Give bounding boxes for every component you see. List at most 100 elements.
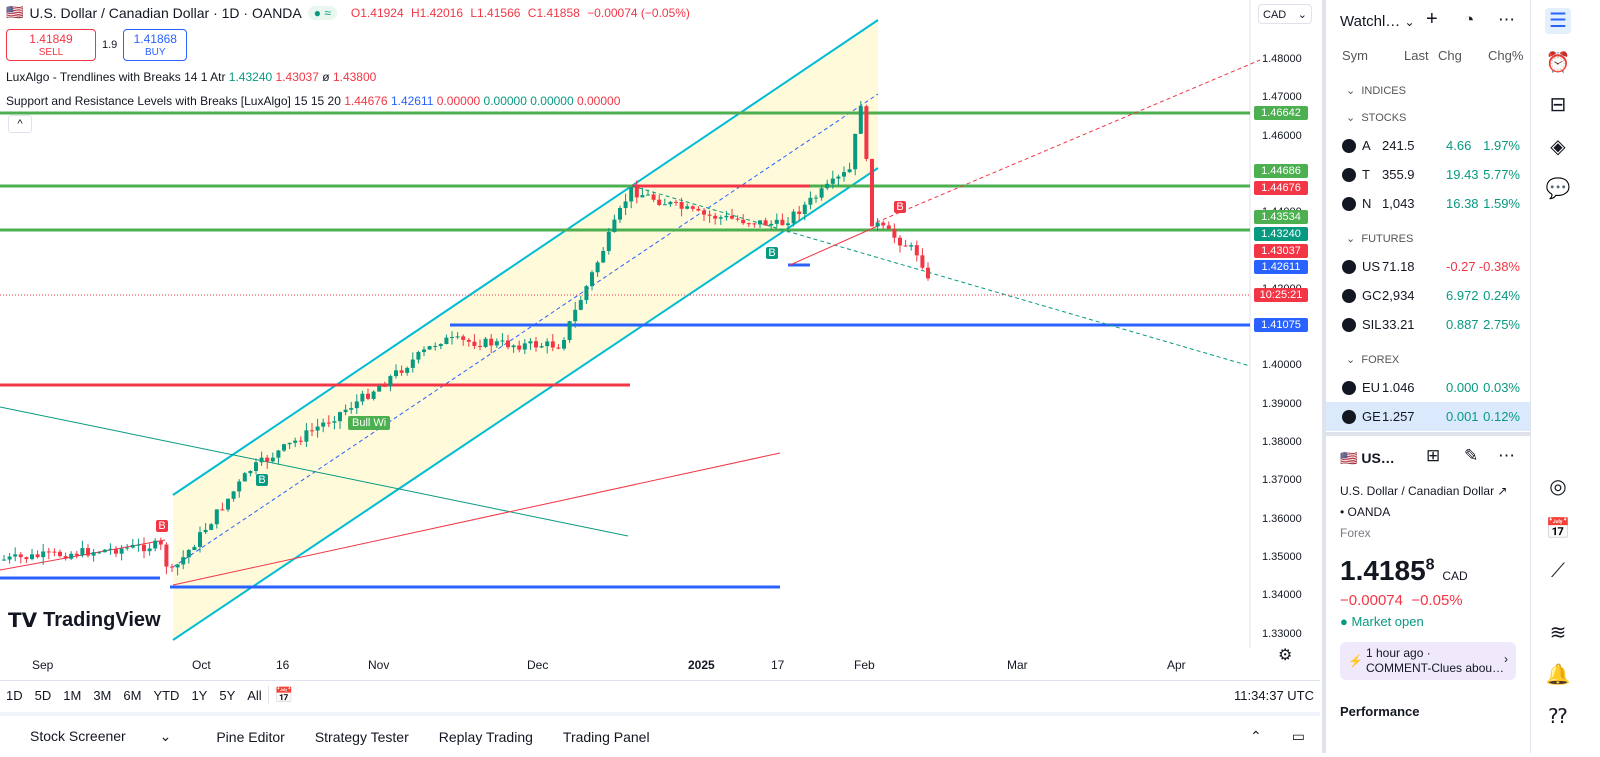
tab-stock-screener[interactable]: Stock Screener ⌄ [30,728,172,744]
watchlist-row[interactable]: GC 2,934 6.972 0.24% [1326,281,1534,310]
chevron-up-icon[interactable]: ⌃ [1250,728,1262,744]
candle-body [444,337,449,345]
watchlist-row[interactable]: N 1,043 16.38 1.59% [1326,189,1534,218]
range-ytd[interactable]: YTD [153,687,180,703]
watchlist-row[interactable]: T 355.9 19.43 5.77% [1326,160,1534,189]
tab-strategy-tester[interactable]: Strategy Tester [314,728,409,745]
range-1m[interactable]: 1M [63,687,82,703]
candle-body [80,548,85,556]
col-sym[interactable]: Sym [1342,48,1368,63]
candle-body [74,553,79,556]
chat-icon[interactable]: 💬 [1545,178,1571,200]
candle-body [203,529,208,533]
watchlist-row[interactable]: EU 1.046 0.000 0.03% [1326,373,1534,402]
indicator-legend-2[interactable]: Support and Resistance Levels with Break… [6,94,620,108]
candle-body [875,222,880,227]
candle-body [366,393,370,399]
candle-body [18,554,23,558]
candle-body [668,201,673,205]
watchlist-row[interactable]: A 241.5 4.66 1.97% [1326,131,1534,160]
candle-body [674,201,678,203]
layers-icon[interactable]: ◈ [1550,136,1566,158]
details-name[interactable]: U.S. Dollar / Canadian Dollar ↗ [1340,484,1508,498]
buy-marker: B [256,474,268,486]
target-icon[interactable]: ◎ [1549,476,1567,498]
range-5y[interactable]: 5Y [219,687,236,703]
candle-body [102,549,107,553]
sell-button[interactable]: 1.41849 SELL [6,29,96,61]
range-1d[interactable]: 1D [6,687,23,703]
notifications-icon[interactable]: 🔔 [1545,664,1571,686]
candle-body [91,552,96,556]
more-icon[interactable]: ⋯ [1498,10,1515,29]
pine-icon[interactable]: ⟋ [1551,560,1565,582]
alerts-icon[interactable]: ⏰ [1545,52,1571,74]
candle-body [629,187,634,202]
candle-body [758,220,762,225]
chart-svg[interactable] [0,0,1320,680]
data-window-icon[interactable]: ⊟ [1549,94,1567,116]
signal-icon[interactable]: ≋ [1549,622,1567,644]
news-card[interactable]: ⚡ 1 hour ago · COMMENT-Clues abou… › [1340,642,1516,680]
alert-clock-icon[interactable]: ◔ [1464,10,1475,29]
candle-body [578,300,583,310]
candle-body [830,178,835,184]
section-forex[interactable]: ⌄ FOREX [1346,354,1400,366]
section-futures[interactable]: ⌄ FUTURES [1346,233,1414,245]
watchlist-row[interactable]: GE 1.257 0.001 0.12% [1326,402,1534,431]
wl-last: 355.9 [1382,167,1415,182]
symbol-title[interactable]: U.S. Dollar / Canadian Dollar · 1D · OAN… [29,4,302,21]
chart-area[interactable]: 1.480001.470001.460001.450001.440001.430… [0,0,1320,680]
date-range-icon[interactable]: 📅 [267,686,300,704]
tab-replay-trading[interactable]: Replay Trading [438,728,533,745]
candle-body [651,194,656,200]
range-all[interactable]: All [247,687,262,703]
utc-clock[interactable]: 11:34:37 UTC [1234,687,1314,703]
help-icon[interactable]: ⁇ [1548,706,1568,728]
candle-body [220,509,225,511]
range-3m[interactable]: 3M [93,687,112,703]
details-symbol[interactable]: 🇺🇸 US… [1340,450,1395,466]
candle-body [41,551,46,558]
more-icon[interactable]: ⋯ [1498,446,1515,465]
edit-icon[interactable]: ✎ [1464,446,1479,465]
tab-pine-editor[interactable]: Pine Editor [216,728,285,745]
details-broker: • OANDA [1340,505,1391,519]
watchlist-row[interactable]: SIL 33.21 0.887 2.75% [1326,310,1534,339]
section-indices[interactable]: ⌄ INDICES [1346,85,1406,97]
candle-body [763,220,768,226]
watchlist-row[interactable]: US 71.18 -0.27 -0.38% [1326,252,1534,281]
grid-icon[interactable]: ⊞ [1426,446,1441,465]
range-5d[interactable]: 5D [34,687,52,703]
candle-body [741,219,746,224]
col-last[interactable]: Last [1404,48,1429,63]
buy-button[interactable]: 1.41868 BUY [123,29,188,61]
currency-select[interactable]: CAD ⌄ [1258,4,1312,24]
price-tick: 1.37000 [1262,474,1302,487]
candle-body [170,566,174,568]
wl-pct: -0.38% [1478,259,1520,274]
ohlc-open: O1.41924 [350,5,404,20]
add-symbol-icon[interactable]: + [1426,8,1438,30]
candle-body [842,172,846,177]
market-status[interactable]: ● Market open [1340,614,1424,629]
watchlist-title[interactable]: Watchl… ⌄ [1340,13,1415,30]
settings-icon[interactable]: ⚙ [1278,647,1293,664]
wl-chg: 19.43 [1446,167,1479,182]
maximize-icon[interactable]: ▭ [1291,728,1305,744]
indicator-legend-1[interactable]: LuxAlgo - Trendlines with Breaks 14 1 At… [6,70,376,84]
watchlist-icon[interactable]: ☰ [1545,8,1571,34]
candle-body [349,408,354,410]
range-1y[interactable]: 1Y [191,687,208,703]
section-stocks[interactable]: ⌄ STOCKS [1346,112,1407,124]
symbol-logo-icon [1342,259,1356,274]
collapse-legend-button[interactable]: ^ [8,115,32,133]
col-chg[interactable]: Chg [1438,48,1462,63]
price-tag: 1.42611 [1254,260,1308,274]
candle-body [774,219,779,224]
col-chgpct[interactable]: Chg% [1488,48,1524,63]
indicator-value: 0.00000 [483,94,527,108]
tab-trading-panel[interactable]: Trading Panel [562,728,650,745]
range-6m[interactable]: 6M [123,687,142,703]
calendar-icon[interactable]: 📅 [1545,518,1571,540]
